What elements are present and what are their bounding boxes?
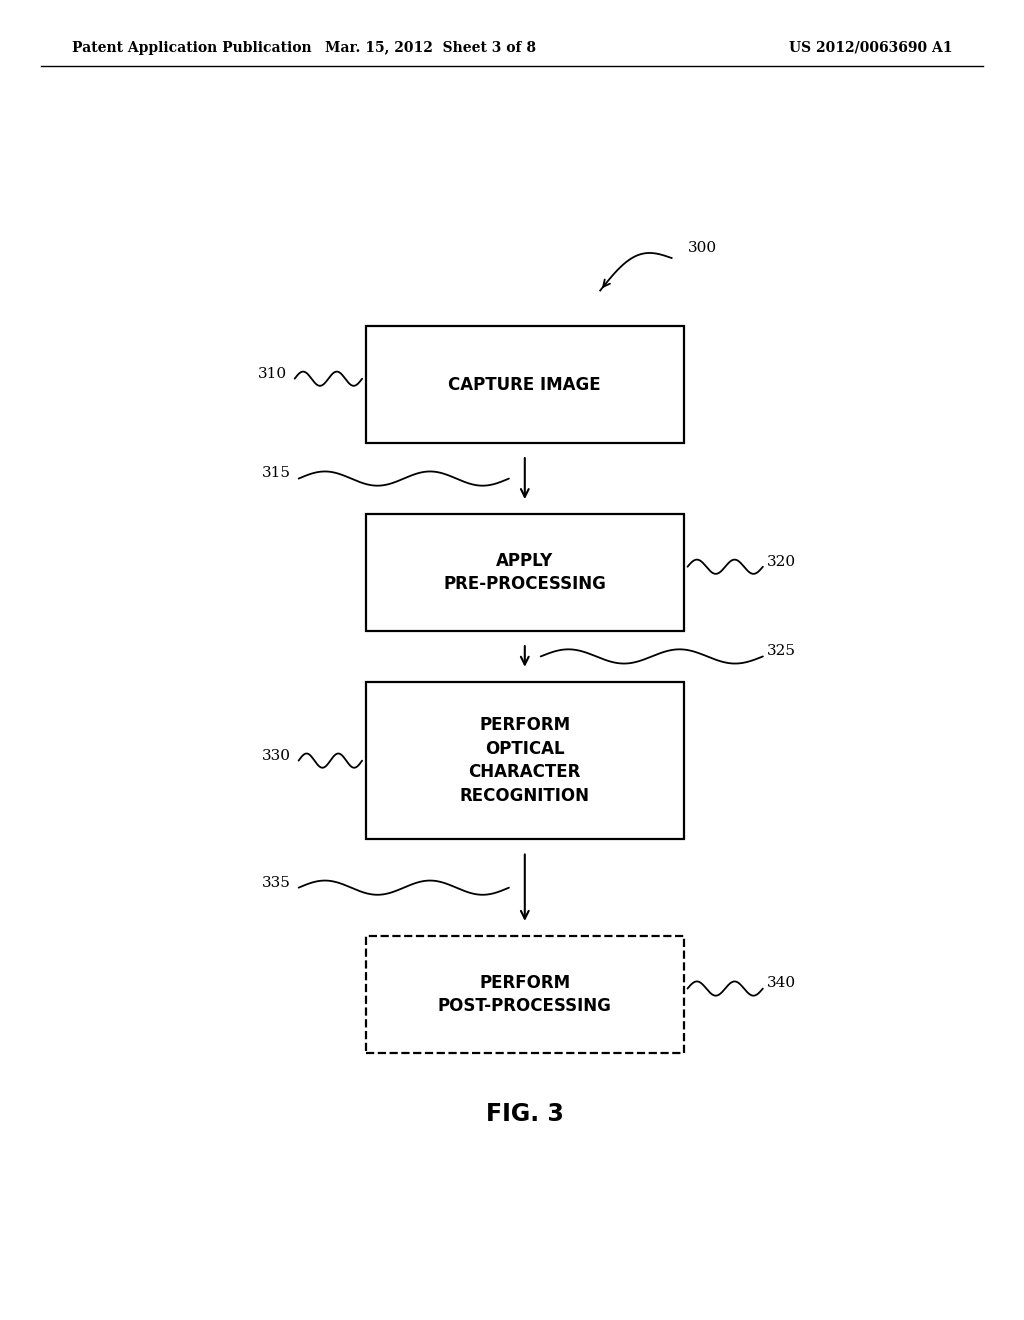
Text: 315: 315 bbox=[262, 466, 291, 480]
Text: Patent Application Publication: Patent Application Publication bbox=[72, 41, 311, 54]
Text: PERFORM
POST-PROCESSING: PERFORM POST-PROCESSING bbox=[438, 974, 611, 1015]
Text: Mar. 15, 2012  Sheet 3 of 8: Mar. 15, 2012 Sheet 3 of 8 bbox=[325, 41, 536, 54]
Text: 310: 310 bbox=[258, 367, 287, 380]
Text: 340: 340 bbox=[767, 977, 796, 990]
Text: US 2012/0063690 A1: US 2012/0063690 A1 bbox=[788, 41, 952, 54]
Text: PERFORM
OPTICAL
CHARACTER
RECOGNITION: PERFORM OPTICAL CHARACTER RECOGNITION bbox=[460, 717, 590, 805]
Text: APPLY
PRE-PROCESSING: APPLY PRE-PROCESSING bbox=[443, 552, 606, 594]
Bar bbox=[367, 515, 684, 631]
Text: CAPTURE IMAGE: CAPTURE IMAGE bbox=[449, 376, 601, 393]
Text: 300: 300 bbox=[687, 242, 717, 255]
Text: 335: 335 bbox=[262, 875, 291, 890]
Bar bbox=[367, 326, 684, 444]
Text: 320: 320 bbox=[767, 554, 796, 569]
Text: FIG. 3: FIG. 3 bbox=[485, 1102, 564, 1126]
Text: 325: 325 bbox=[767, 644, 796, 659]
Text: 330: 330 bbox=[262, 748, 291, 763]
Bar bbox=[367, 682, 684, 840]
